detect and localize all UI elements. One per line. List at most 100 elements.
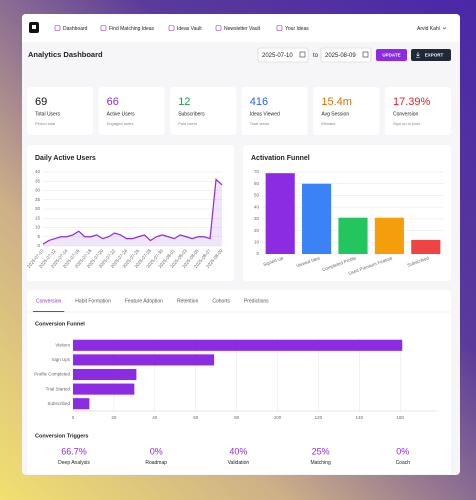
y-tick-label: 10 [35, 225, 41, 230]
y-tick-label: 40 [254, 204, 260, 209]
navbar [22, 14, 460, 42]
bar [73, 354, 215, 366]
update-button[interactable] [376, 49, 407, 61]
x-tick-label: 140 [356, 415, 364, 420]
y-tick-label: Subscribed [47, 401, 70, 406]
bar [411, 239, 441, 254]
y-tick-label: 0 [37, 243, 40, 248]
bar [73, 383, 135, 395]
stat-card [385, 87, 451, 135]
date-input[interactable] [320, 47, 372, 63]
stat-sub: Paid users [178, 121, 197, 126]
calendar-icon [299, 51, 306, 58]
y-tick-label: 20 [254, 228, 260, 233]
y-tick-label: Visitors [55, 342, 70, 347]
nav-item[interactable]: Find Matching Ideas [109, 26, 155, 32]
date-from: 2025-07-10 [262, 53, 293, 59]
stat-value: 416 [250, 96, 268, 108]
y-tick-label: 10 [254, 239, 260, 244]
tab[interactable]: Predictions [244, 298, 269, 304]
x-tick-label: 120 [315, 415, 323, 420]
logo-mark [32, 25, 36, 29]
chart-title: Conversion Funnel [35, 321, 85, 327]
stat-value: 12 [178, 96, 190, 108]
x-tick-label: 60 [193, 415, 199, 420]
y-tick-label: 30 [254, 216, 260, 221]
stat-label: Conversion [393, 111, 419, 117]
y-tick-label: 50 [254, 193, 260, 198]
y-tick-label: 20 [35, 206, 41, 211]
bar [73, 339, 403, 351]
bar [338, 217, 368, 254]
line-area [43, 179, 222, 246]
date-input[interactable] [257, 47, 309, 63]
trigger-value: 0% [150, 446, 163, 456]
x-tick-label: 20 [111, 415, 117, 420]
x-tick-label: 100 [274, 415, 282, 420]
export-button[interactable] [411, 49, 451, 61]
stat-card [313, 87, 380, 135]
tab[interactable]: Conversion [36, 298, 62, 304]
nav-icon [168, 25, 175, 31]
trigger-label: Deep Analysis [58, 460, 90, 466]
x-tick-label: 80 [234, 415, 240, 420]
nav-icon [100, 25, 107, 31]
stat-value: 15.4m [321, 96, 352, 108]
x-tick-label: 0 [72, 415, 75, 420]
chart-title: Daily Active Users [35, 155, 96, 162]
nav-item[interactable]: Dashboard [63, 26, 88, 32]
export-icon [416, 52, 420, 58]
stat-sub: Minutes [321, 121, 335, 126]
card [27, 145, 234, 281]
line [42, 178, 223, 245]
update-label: UPDATE [382, 53, 400, 58]
nav-item[interactable]: Newsletter Vault [224, 26, 261, 32]
bar [374, 217, 404, 254]
date-to: 2025-08-09 [325, 53, 356, 59]
trigger-value: 0% [396, 446, 409, 456]
stat-sub: Total views [250, 121, 270, 126]
y-tick-label: 30 [35, 188, 41, 193]
x-tick-label: 40 [152, 415, 158, 420]
stat-sub: Sign up to paid [393, 121, 420, 126]
stat-label: Subscribers [178, 111, 205, 117]
tab[interactable]: Feature Adoption [125, 298, 163, 304]
nav-item[interactable]: Your Ideas [285, 26, 309, 32]
stat-value: 17.39% [393, 96, 431, 108]
stat-value: 66 [107, 96, 119, 108]
card [27, 290, 451, 474]
nav-icon [54, 25, 61, 31]
nav-item[interactable]: Ideas Vault [177, 26, 202, 32]
stat-label: Avg Session [321, 111, 349, 117]
stat-card [170, 87, 237, 135]
page-title: Analytics Dashboard [28, 50, 103, 59]
nav-icon [276, 25, 283, 31]
trigger-value: 25% [312, 446, 330, 456]
calendar-icon [362, 51, 369, 58]
stat-label: Total Users [35, 111, 61, 117]
user-menu[interactable]: Arvid Kahl [417, 26, 440, 32]
tab[interactable]: Retention [177, 298, 199, 304]
stat-card [98, 87, 165, 135]
tab[interactable]: Habit Formation [75, 298, 111, 304]
stat-card [241, 87, 308, 135]
y-tick-label: 25 [35, 197, 41, 202]
y-tick-label: 60 [254, 181, 260, 186]
tab[interactable]: Cohorts [212, 298, 230, 304]
y-tick-label: 15 [35, 215, 41, 220]
nav-icon [215, 25, 222, 31]
bar [73, 368, 137, 381]
y-tick-label: Sign Ups [52, 357, 71, 362]
trigger-label: Validation [228, 460, 250, 466]
trigger-label: Roadmap [145, 460, 167, 466]
trigger-label: Coach [396, 460, 411, 466]
y-tick-label: 40 [35, 169, 41, 174]
section-title: Conversion Triggers [35, 433, 89, 439]
bar [73, 398, 90, 410]
y-tick-label: 0 [256, 251, 259, 256]
chart-title: Activation Funnel [251, 155, 310, 162]
y-tick-label: 70 [254, 169, 260, 174]
y-tick-label: 5 [37, 234, 40, 239]
